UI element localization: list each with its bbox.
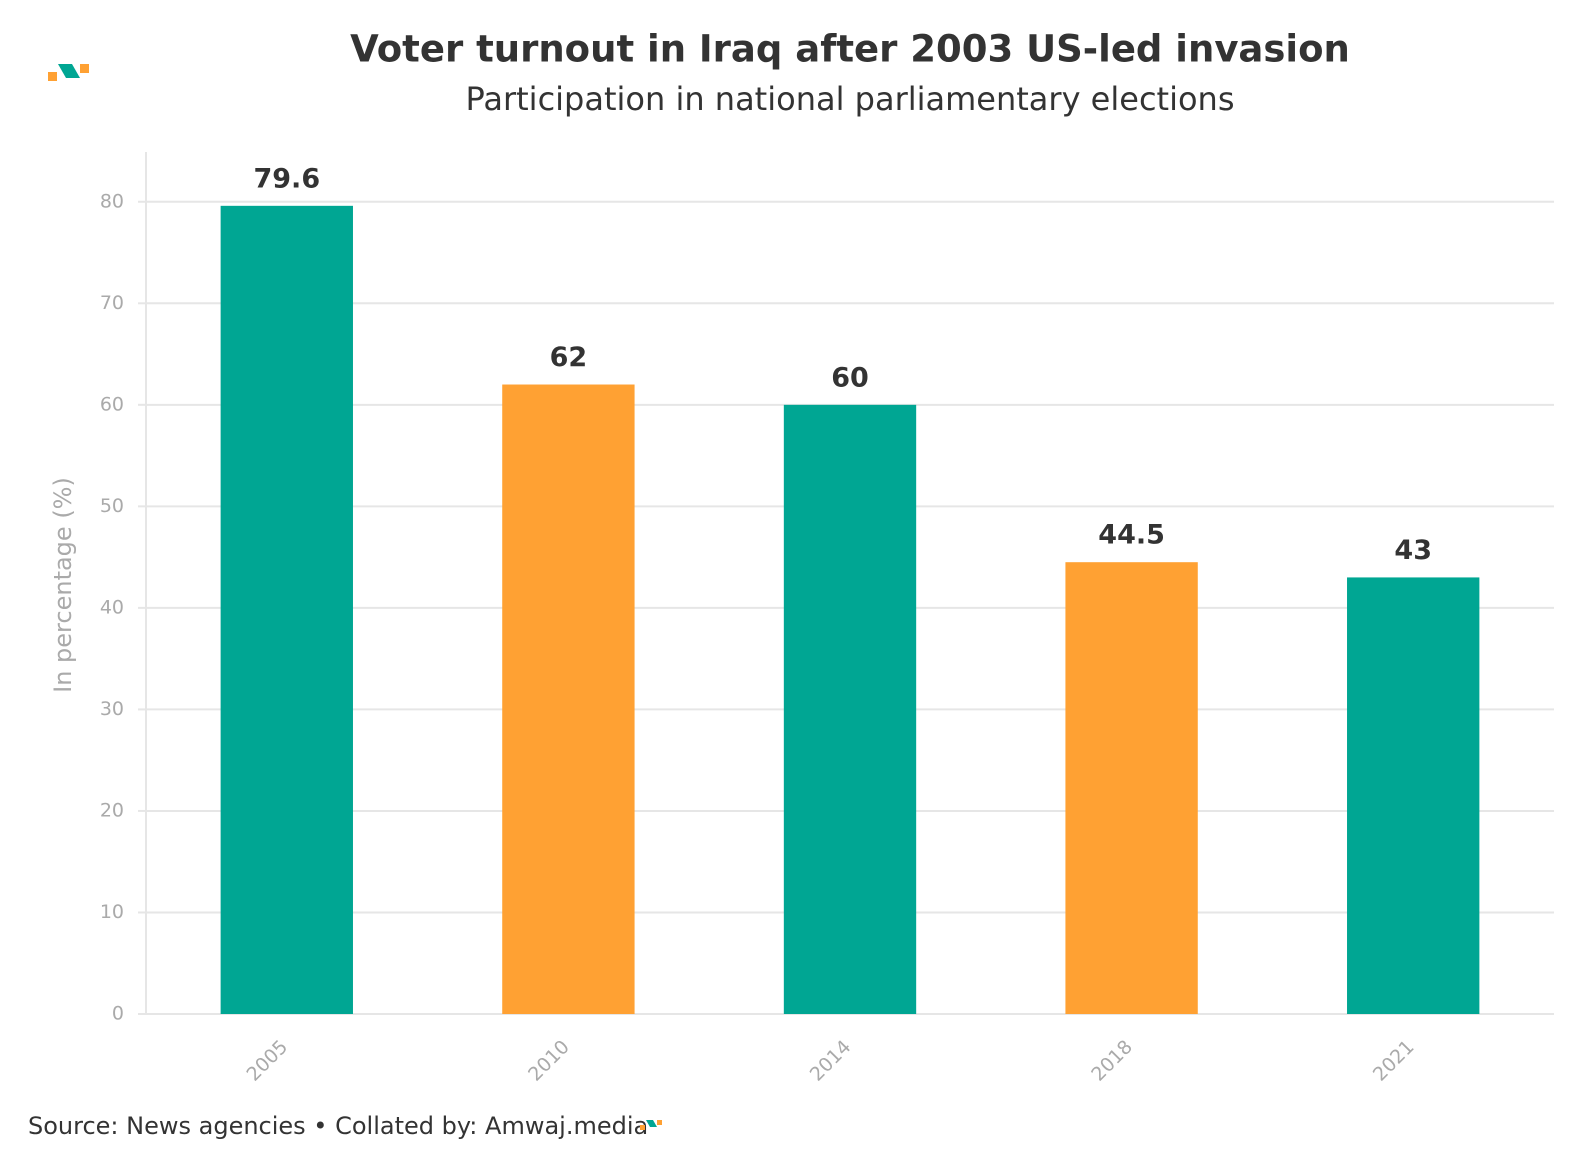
x-tick-label: 2018 [1087,1036,1137,1086]
bar [783,404,917,1015]
value-label: 60 [831,362,869,393]
y-tick-label: 70 [100,292,124,314]
x-tick-label: 2021 [1369,1036,1419,1086]
bar [1347,577,1480,1014]
chart-subtitle: Participation in national parliamentary … [466,80,1235,118]
y-tick-label: 20 [100,799,124,821]
chart-title: Voter turnout in Iraq after 2003 US-led … [350,28,1350,71]
bar [1065,562,1198,1014]
x-tick-label: 2005 [242,1036,292,1086]
y-tick-label: 80 [100,190,124,212]
logo [48,64,89,81]
y-tick-label: 50 [100,495,124,517]
y-tick-label: 10 [100,901,124,923]
y-axis-label: In percentage (%) [49,477,77,693]
source-footer: Source: News agencies • Collated by: Amw… [28,1112,662,1140]
value-label: 44.5 [1098,520,1165,551]
y-tick-label: 60 [100,393,124,415]
value-label: 43 [1394,535,1432,566]
y-tick-label: 30 [100,698,124,720]
y-tick-label: 40 [100,596,124,618]
value-label: 79.6 [253,163,320,194]
value-label: 62 [550,342,588,373]
x-tick-label: 2014 [806,1036,856,1086]
bar [502,384,635,1014]
x-tick-label: 2010 [524,1036,574,1086]
y-tick-label: 0 [112,1003,124,1025]
source: Source: News agencies • Collated by: Amw… [28,1112,648,1140]
bar [220,205,353,1015]
